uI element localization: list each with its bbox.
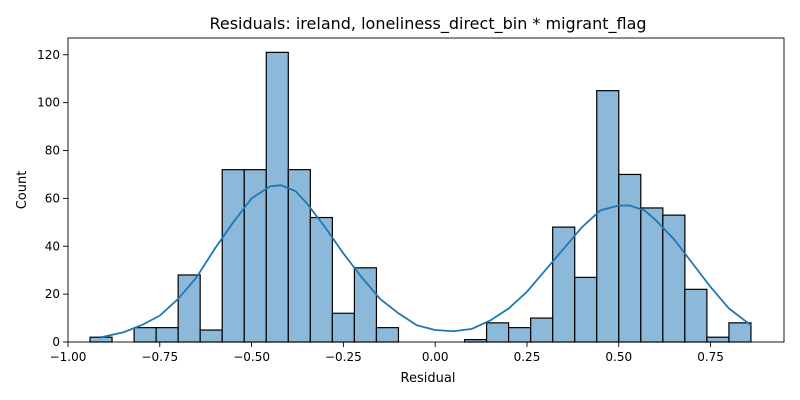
y-tick-label: 80 xyxy=(45,144,60,158)
histogram-bar xyxy=(508,327,532,343)
kde-curve xyxy=(100,184,752,339)
histogram-bar xyxy=(353,267,378,343)
histogram-bar xyxy=(309,216,333,343)
x-tick-label: −0.75 xyxy=(141,350,178,364)
x-tick-label: −1.00 xyxy=(50,350,87,364)
x-tick-label: 0.25 xyxy=(514,350,541,364)
y-axis-ticks: 0 20 40 60 80 100 120 xyxy=(37,48,68,349)
y-axis-label: Count xyxy=(15,171,30,210)
x-tick-label: −0.50 xyxy=(233,350,270,364)
histogram-bar xyxy=(662,214,686,343)
x-tick-label: 0.75 xyxy=(697,350,724,364)
x-tick-label: −0.25 xyxy=(325,350,362,364)
histogram-bar xyxy=(574,276,598,343)
histogram-bar xyxy=(684,288,708,343)
histogram-bar xyxy=(485,322,510,343)
histogram-bar xyxy=(199,329,223,343)
chart-title: Residuals: ireland, loneliness_direct_bi… xyxy=(209,14,646,34)
histogram-bar xyxy=(133,327,157,343)
histogram-bar xyxy=(331,312,356,343)
x-axis-ticks: −1.00 −0.75 −0.50 −0.25 0.00 0.25 0.50 0.75 xyxy=(50,342,724,364)
y-tick-label: 40 xyxy=(45,239,60,253)
histogram-bar xyxy=(552,226,576,343)
histogram-bar xyxy=(89,336,113,343)
y-tick-label: 60 xyxy=(45,191,60,205)
histogram-bar xyxy=(155,327,179,343)
y-tick-label: 120 xyxy=(37,48,60,62)
histogram-bar xyxy=(706,336,730,343)
y-tick-label: 20 xyxy=(45,287,60,301)
histogram-bar xyxy=(375,327,400,343)
histogram-bar xyxy=(618,173,642,343)
histogram-bar xyxy=(728,322,752,343)
histogram-bars xyxy=(89,51,752,343)
histogram-bar xyxy=(640,207,664,343)
histogram-bar xyxy=(530,317,554,343)
histogram-bar xyxy=(221,169,245,343)
x-tick-label: 0.00 xyxy=(422,350,449,364)
plot-frame xyxy=(67,37,785,343)
histogram-bar xyxy=(265,51,289,343)
x-axis-label: Residual xyxy=(401,371,456,386)
x-tick-label: 0.50 xyxy=(605,350,632,364)
y-tick-label: 0 xyxy=(52,335,60,349)
y-tick-label: 100 xyxy=(37,96,60,110)
histogram-bar xyxy=(596,90,620,343)
